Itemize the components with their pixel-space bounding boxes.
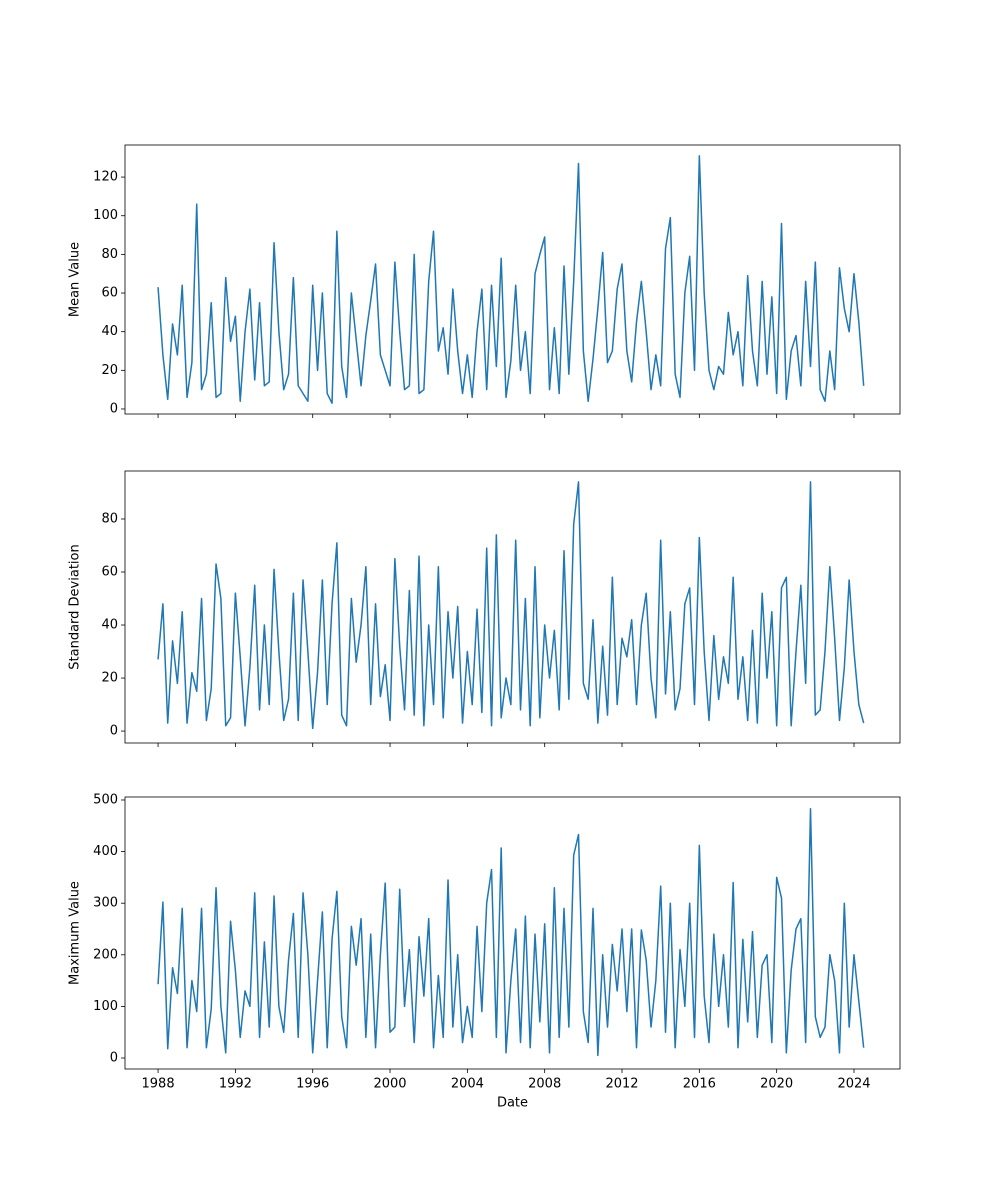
x-tick-label: 1992 [219,1077,252,1092]
x-tick-label: 2008 [528,1077,561,1092]
y-tick-label: 40 [101,618,118,633]
x-tick-label: 2004 [451,1077,484,1092]
x-tick-label: 2020 [760,1077,793,1092]
y-tick-label: 0 [110,1051,118,1066]
y-tick-label: 300 [93,896,118,911]
axes-frame [124,144,901,415]
x-tick-label: 1996 [296,1077,329,1092]
y-tick-label: 80 [101,247,118,262]
x-tick-label: 1988 [142,1077,175,1092]
axes-frame [124,470,901,744]
y-tick-label: 100 [93,208,118,223]
y-tick-label: 60 [101,565,118,580]
y-tick-label: 60 [101,286,118,301]
x-axis-label: Date [497,1096,528,1111]
data-line [157,481,865,730]
y-tick-label: 0 [110,724,118,739]
y-axis-label: Standard Deviation [68,544,83,669]
x-tick-label: 2000 [373,1077,406,1092]
x-tick-label: 2012 [605,1077,638,1092]
y-tick-label: 500 [93,792,118,807]
axes-frame [124,796,901,1070]
data-line [157,808,865,1057]
y-axis-label: Mean Value [68,242,83,317]
y-tick-label: 100 [93,999,118,1014]
y-tick-label: 200 [93,947,118,962]
x-tick-label: 2016 [683,1077,716,1092]
y-tick-label: 120 [93,170,118,185]
y-tick-label: 0 [110,401,118,416]
y-axis-label: Maximum Value [68,881,83,985]
y-tick-label: 20 [101,363,118,378]
x-tick-label: 2024 [837,1077,870,1092]
data-line [157,155,865,404]
y-tick-label: 80 [101,511,118,526]
y-tick-label: 20 [101,671,118,686]
y-tick-label: 400 [93,844,118,859]
y-tick-label: 40 [101,324,118,339]
